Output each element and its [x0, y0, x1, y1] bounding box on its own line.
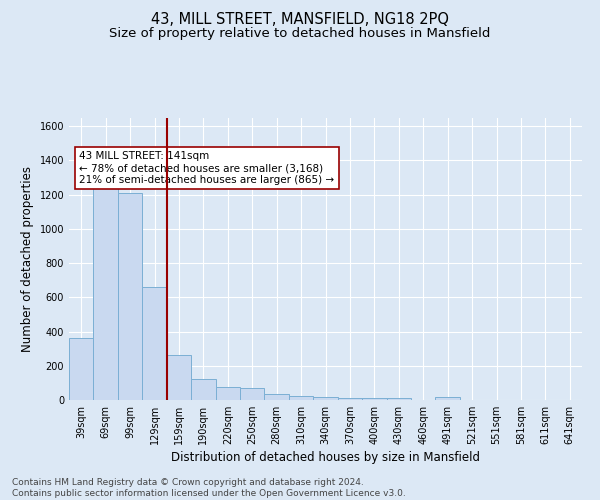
- Bar: [118, 193, 142, 400]
- X-axis label: Distribution of detached houses by size in Mansfield: Distribution of detached houses by size …: [171, 451, 480, 464]
- Bar: [94, 184, 118, 400]
- Bar: [167, 354, 191, 400]
- Bar: [338, 398, 362, 400]
- Bar: [240, 388, 265, 400]
- Text: Contains HM Land Registry data © Crown copyright and database right 2024.
Contai: Contains HM Land Registry data © Crown c…: [12, 478, 406, 498]
- Bar: [69, 338, 94, 400]
- Bar: [362, 398, 386, 400]
- Bar: [142, 287, 167, 400]
- Text: 43, MILL STREET, MANSFIELD, NG18 2PQ: 43, MILL STREET, MANSFIELD, NG18 2PQ: [151, 12, 449, 28]
- Bar: [265, 394, 289, 400]
- Bar: [191, 378, 215, 400]
- Bar: [289, 396, 313, 400]
- Text: 43 MILL STREET: 141sqm
← 78% of detached houses are smaller (3,168)
21% of semi-: 43 MILL STREET: 141sqm ← 78% of detached…: [79, 152, 334, 184]
- Bar: [313, 398, 338, 400]
- Y-axis label: Number of detached properties: Number of detached properties: [21, 166, 34, 352]
- Bar: [215, 387, 240, 400]
- Bar: [386, 398, 411, 400]
- Bar: [436, 397, 460, 400]
- Text: Size of property relative to detached houses in Mansfield: Size of property relative to detached ho…: [109, 28, 491, 40]
